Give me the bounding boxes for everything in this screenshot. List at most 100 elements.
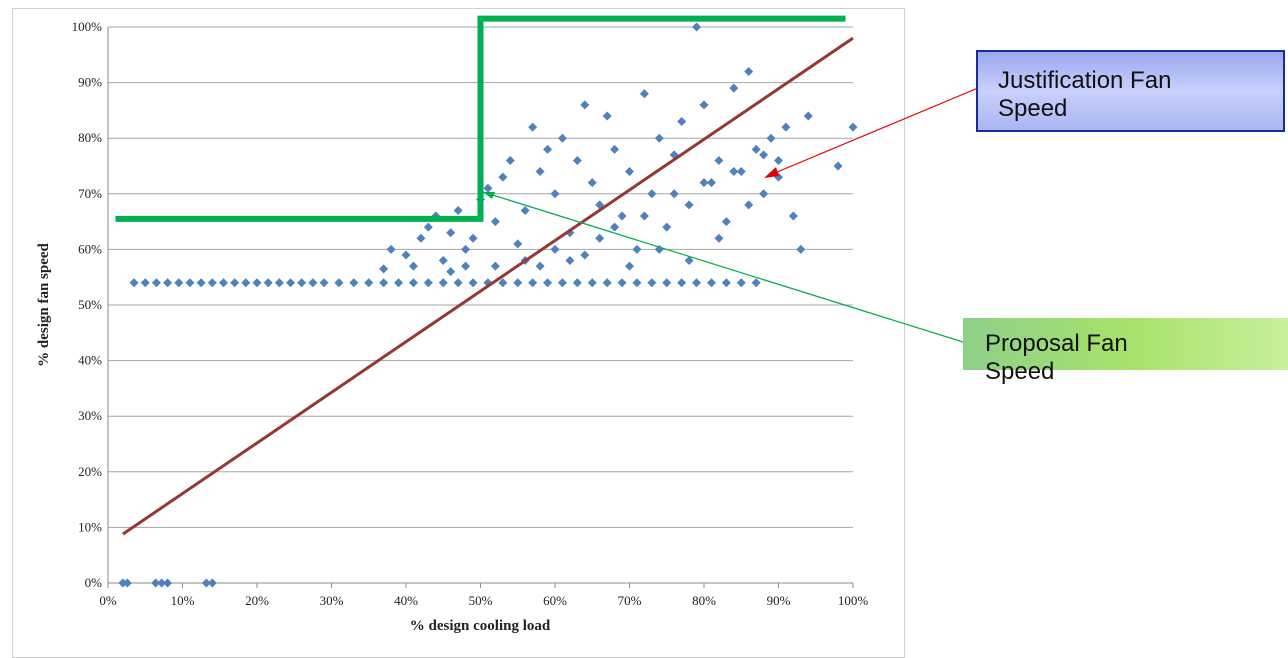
x-tick-label: 60% [543, 593, 567, 608]
point [617, 211, 627, 221]
point [557, 278, 567, 288]
point [662, 222, 672, 232]
point [263, 278, 273, 288]
point [781, 122, 791, 132]
point [174, 278, 184, 288]
point [286, 278, 296, 288]
point [662, 278, 672, 288]
point [625, 261, 634, 271]
y-tick-label: 80% [78, 130, 102, 145]
y-tick-label: 50% [78, 297, 102, 312]
point [498, 278, 508, 288]
point [274, 278, 284, 288]
point [252, 278, 262, 288]
point [751, 278, 761, 288]
point [602, 278, 612, 288]
point [803, 111, 813, 121]
point [379, 278, 389, 288]
point [625, 167, 634, 177]
point [297, 278, 307, 288]
point [364, 278, 374, 288]
point [580, 250, 590, 260]
point [151, 278, 161, 288]
point [706, 178, 716, 188]
point [706, 278, 716, 288]
x-tick-label: 30% [320, 593, 344, 608]
x-tick-label: 0% [99, 593, 117, 608]
x-tick-label: 20% [245, 593, 269, 608]
point [587, 178, 597, 188]
point [632, 244, 642, 254]
point [602, 111, 612, 121]
point [677, 278, 687, 288]
point [759, 189, 769, 199]
point [461, 261, 471, 271]
justification-callout: Justification Fan Speed [976, 50, 1285, 132]
point [379, 264, 389, 274]
point [423, 222, 433, 232]
x-tick-label: 50% [469, 593, 493, 608]
point [669, 189, 679, 199]
point [513, 239, 523, 249]
point [308, 278, 318, 288]
point [453, 205, 463, 215]
point [580, 100, 590, 110]
x-tick-label: 10% [171, 593, 195, 608]
proposal-callout: Proposal Fan Speed [963, 318, 1288, 385]
x-tick-label: 90% [767, 593, 791, 608]
point [684, 200, 694, 210]
x-tick-label: 80% [692, 593, 716, 608]
point [699, 178, 709, 188]
point [483, 183, 493, 193]
point [453, 278, 463, 288]
annotation: Proposal Fan Speed [985, 330, 1128, 385]
y-tick-label: 10% [78, 519, 102, 534]
point [617, 278, 627, 288]
point [401, 250, 411, 260]
point [677, 117, 687, 127]
point [520, 205, 530, 215]
point [319, 278, 329, 288]
point [550, 244, 560, 254]
y-axis-label: % design fan speed [36, 242, 52, 366]
point [461, 244, 471, 254]
y-tick-label: 90% [78, 75, 102, 90]
y-tick-label: 40% [78, 353, 102, 368]
point [218, 278, 228, 288]
x-tick-label: 70% [618, 593, 642, 608]
point [759, 150, 769, 160]
point [639, 89, 649, 99]
point [766, 133, 776, 143]
point [714, 233, 724, 243]
y-tick-label: 30% [78, 408, 102, 423]
point [129, 278, 139, 288]
point [349, 278, 359, 288]
point [416, 233, 426, 243]
point [729, 167, 739, 177]
point [744, 200, 754, 210]
point [201, 578, 211, 588]
point [729, 83, 739, 93]
y-tick-label: 70% [78, 186, 102, 201]
point [692, 22, 702, 32]
point [721, 278, 731, 288]
y-tick-label: 20% [78, 464, 102, 479]
point [595, 233, 605, 243]
point [528, 122, 538, 132]
point [572, 155, 582, 165]
justification-arrowhead [764, 167, 779, 178]
point [446, 267, 456, 277]
point [647, 189, 657, 199]
point [736, 278, 746, 288]
point [721, 217, 731, 227]
point [408, 278, 418, 288]
point [140, 278, 150, 288]
x-tick-label: 100% [838, 593, 869, 608]
proposal-arrow [482, 191, 964, 343]
point [833, 161, 843, 171]
point [543, 144, 553, 154]
proposal-arrowhead [483, 192, 495, 199]
point [744, 66, 754, 76]
justification-arrow [769, 87, 979, 176]
